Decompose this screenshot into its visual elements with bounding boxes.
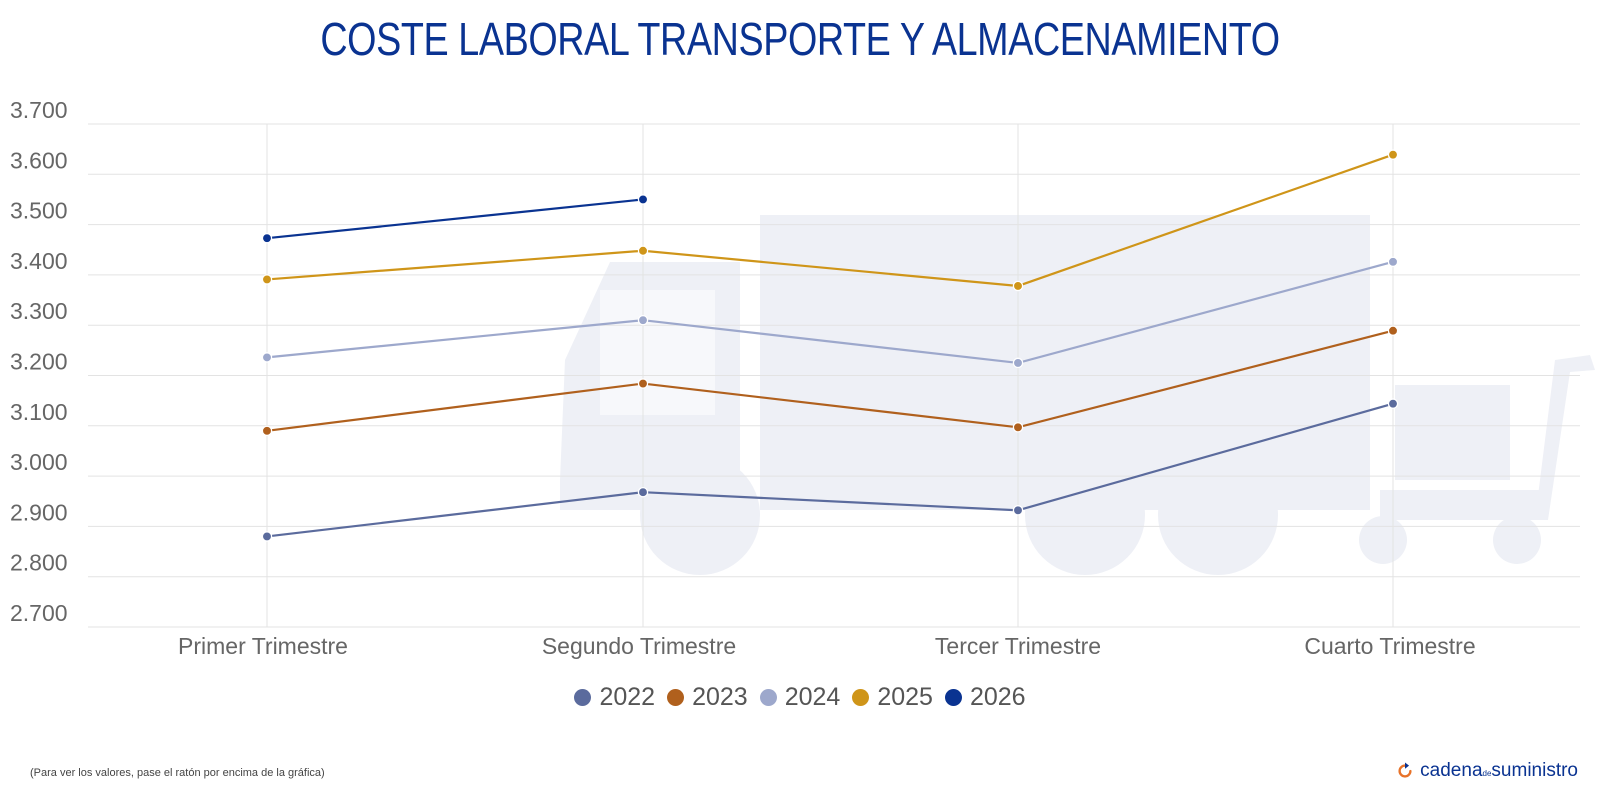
y-tick-label: 3.500 xyxy=(10,198,68,224)
legend-marker xyxy=(574,689,592,706)
y-tick-label: 3.200 xyxy=(10,349,68,375)
data-point[interactable]: 2025: 3639 xyxy=(1387,149,1399,160)
series-2023[interactable]: 2023: 3090 2023: 3184 2023: 3097 2023: 3289 xyxy=(261,325,1399,437)
data-point[interactable]: 2026: 3550 xyxy=(637,194,649,205)
data-point[interactable]: 2022: 3144 xyxy=(1387,398,1399,409)
refresh-arrow-icon xyxy=(1398,762,1412,778)
data-point[interactable]: 2024: 3426 xyxy=(1387,256,1399,268)
y-tick-label: 2.700 xyxy=(10,600,68,626)
data-point[interactable]: 2023: 3289 xyxy=(1387,325,1399,336)
y-axis: 2.700 2.800 2.900 3.000 3.100 3.200 3.300 3.400… xyxy=(10,97,68,626)
series-2026[interactable]: 2026: 3473 2026: 3550 xyxy=(261,194,649,244)
data-point[interactable]: 2026: 3473 xyxy=(261,232,273,244)
legend-marker xyxy=(667,689,685,706)
data-point[interactable]: 2025: 3448 xyxy=(637,245,649,257)
legend-label: 2026 xyxy=(969,683,1026,711)
data-point[interactable]: 2025: 3378 xyxy=(1012,280,1024,292)
series-2025[interactable]: 2025: 3391 2025: 3448 2025: 3378 2025: 3639 xyxy=(261,149,1399,292)
data-point[interactable]: 2023: 3097 xyxy=(1012,422,1024,433)
data-point[interactable]: 2024: 3236 xyxy=(261,352,273,363)
y-tick-label: 2.800 xyxy=(10,550,68,576)
data-point[interactable]: 2024: 3310 xyxy=(637,314,649,326)
legend-label: 2024 xyxy=(784,683,841,711)
data-point[interactable]: 2023: 3184 xyxy=(637,378,649,389)
legend-label: 2023 xyxy=(692,683,748,711)
legend-item[interactable]: 2025 xyxy=(852,683,933,712)
legend-label: 2025 xyxy=(877,683,933,711)
series-line[interactable] xyxy=(266,402,1394,538)
y-tick-label: 3.600 xyxy=(10,147,68,173)
y-tick-label: 3.100 xyxy=(10,399,68,425)
x-axis: Primer Trimestre Segundo Trimestre Tercer … xyxy=(178,633,1476,659)
series-line[interactable] xyxy=(266,260,1394,365)
y-tick-label: 3.000 xyxy=(10,449,68,475)
data-point[interactable]: 2023: 3090 xyxy=(261,425,273,437)
legend: 2022 2023 2024 2025 2026 xyxy=(0,683,1600,712)
y-tick-label: 3.300 xyxy=(10,298,68,324)
x-tick-label: Primer Trimestre xyxy=(178,633,348,659)
legend-item[interactable]: 2026 xyxy=(944,683,1026,712)
chart-title: COSTE LABORAL TRANSPORTE Y ALMACENAMIENT… xyxy=(320,13,1280,65)
y-tick-label: 2.900 xyxy=(10,499,68,525)
series-2022[interactable]: 2022: 2880 2022: 2968 2022: 2932 2022: 3144 xyxy=(261,398,1399,542)
data-point[interactable]: 2022: 2932 xyxy=(1012,505,1024,516)
truck-watermark-icon xyxy=(560,215,1595,575)
data-point[interactable]: 2024: 3225 xyxy=(1012,357,1024,369)
legend-item[interactable]: 2022 xyxy=(574,683,655,712)
data-point[interactable]: 2022: 2880 xyxy=(261,531,273,542)
y-tick-label: 3.400 xyxy=(10,248,68,274)
legend-marker xyxy=(944,689,962,706)
legend-label: 2022 xyxy=(599,683,656,711)
y-tick-label: 3.700 xyxy=(10,97,68,123)
x-tick-label: Segundo Trimestre xyxy=(542,633,736,659)
data-point[interactable]: 2025: 3391 xyxy=(261,274,273,285)
line-chart[interactable]: 2.700 2.800 2.900 3.000 3.100 3.200 3.300 3.400… xyxy=(0,0,1600,680)
series-line[interactable] xyxy=(266,153,1394,288)
legend-marker xyxy=(759,689,777,706)
brand-name: cadenadesuministro xyxy=(1420,760,1578,781)
legend-item[interactable]: 2023 xyxy=(667,683,748,712)
series-line[interactable] xyxy=(266,198,644,240)
grid-lines xyxy=(88,123,1580,628)
series-line[interactable] xyxy=(266,329,1394,432)
brand-logo: cadenadesuministro xyxy=(1396,760,1578,782)
footnote: (Para ver los valores, pase el ratón por… xyxy=(30,767,325,779)
legend-item[interactable]: 2024 xyxy=(759,683,841,712)
series-2024[interactable]: 2024: 3236 2024: 3310 2024: 3225 2024: 3426 xyxy=(261,256,1399,369)
series-lines[interactable]: 2022: 2880 2022: 2968 2022: 2932 2022: 3144… xyxy=(261,149,1399,542)
x-tick-label: Tercer Trimestre xyxy=(935,633,1101,659)
data-point[interactable]: 2022: 2968 xyxy=(637,486,649,498)
legend-marker xyxy=(852,689,870,706)
x-tick-label: Cuarto Trimestre xyxy=(1304,633,1475,659)
